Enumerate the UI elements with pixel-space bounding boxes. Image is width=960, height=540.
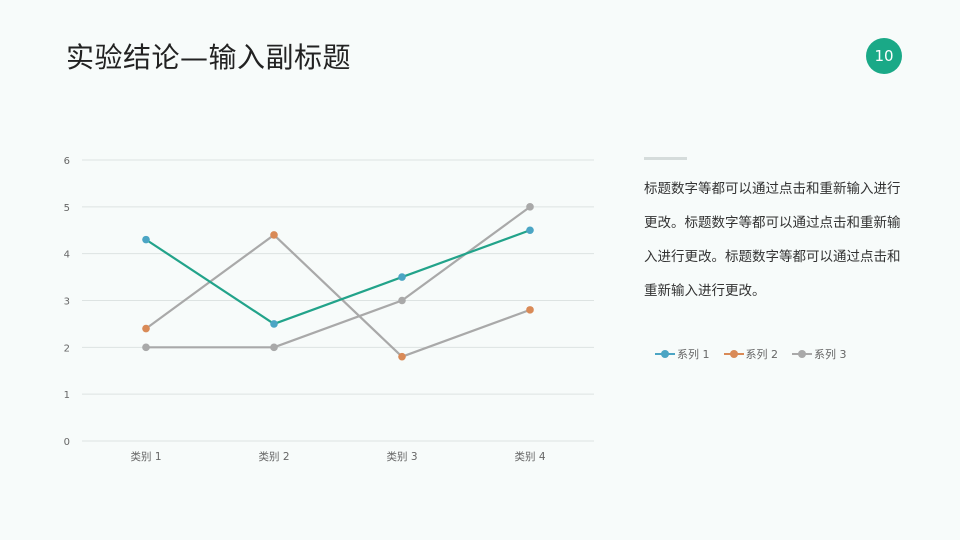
series-1-point xyxy=(398,273,406,281)
description-text: 标题数字等都可以通过点击和重新输入进行更改。标题数字等都可以通过点击和重新输入进… xyxy=(644,181,901,299)
line-chart: 0 1 2 3 4 5 6 类别 1 类别 2 类别 3 类别 4 xyxy=(50,145,610,475)
legend-swatch-series-2 xyxy=(723,349,744,359)
y-tick-label: 5 xyxy=(64,203,70,214)
series-1-point xyxy=(270,320,278,328)
series-3-point xyxy=(270,343,278,352)
legend-label-series-1: 系列 1 xyxy=(677,348,710,361)
y-tick-label: 3 xyxy=(64,297,70,308)
y-tick-label: 2 xyxy=(64,343,70,354)
chart-canvas: 0 1 2 3 4 5 6 类别 1 类别 2 类别 3 类别 4 xyxy=(64,156,594,463)
y-tick-label: 4 xyxy=(64,250,70,261)
y-tick-label: 6 xyxy=(64,156,70,167)
y-tick-label: 0 xyxy=(64,437,70,448)
x-tick-label: 类别 1 xyxy=(130,450,161,463)
legend-item-series-2: 系列 2 xyxy=(723,346,779,362)
series-3-point xyxy=(526,203,534,211)
series-2-point xyxy=(526,306,534,314)
y-tick-label: 1 xyxy=(64,390,70,401)
series-2-point xyxy=(142,324,150,333)
series-1-point xyxy=(526,226,534,235)
accent-divider xyxy=(644,157,687,160)
series-1-point xyxy=(142,235,150,244)
series-3-point xyxy=(398,296,406,305)
legend-swatch-series-3 xyxy=(792,349,812,359)
legend-label-series-3: 系列 3 xyxy=(814,348,847,361)
series-1-line xyxy=(145,229,531,326)
series-3-point xyxy=(142,343,150,352)
x-tick-label: 类别 2 xyxy=(258,450,289,463)
x-tick-label: 类别 3 xyxy=(386,450,417,463)
page-number-badge: 10 xyxy=(866,38,902,74)
legend-label-series-2: 系列 2 xyxy=(745,348,779,361)
chart-legend: 系列 1 系列 2 系列 3 xyxy=(655,346,847,362)
legend-item-series-1: 系列 1 xyxy=(655,346,710,362)
series-2-point xyxy=(270,231,278,239)
series-2-point xyxy=(398,352,406,361)
x-tick-label: 类别 4 xyxy=(514,450,545,463)
page-title: 实验结论—输入副标题 xyxy=(66,41,352,74)
legend-item-series-3: 系列 3 xyxy=(792,346,847,362)
legend-swatch-series-1 xyxy=(655,349,675,359)
